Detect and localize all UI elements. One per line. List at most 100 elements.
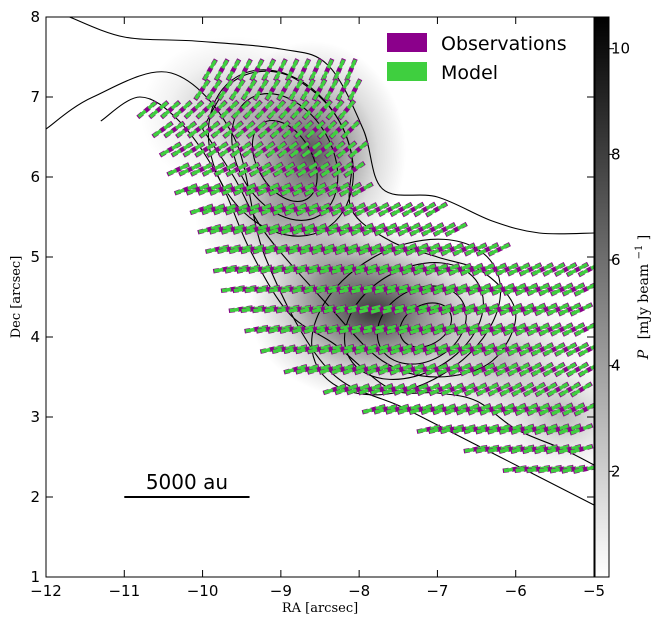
vector-model <box>382 243 407 255</box>
vector-model <box>453 242 477 256</box>
vector-model <box>366 263 391 275</box>
vector-model <box>456 283 481 295</box>
vector-model <box>476 382 500 396</box>
vector-model <box>574 403 594 416</box>
vector-model <box>206 244 231 254</box>
vector-model <box>578 364 594 377</box>
vector-model <box>233 182 258 196</box>
vector-model <box>199 120 221 138</box>
vector-model <box>250 57 265 81</box>
vector-model <box>437 343 461 355</box>
vector-model <box>539 282 563 296</box>
vector-model <box>445 283 469 295</box>
vector-model <box>217 244 243 254</box>
vector-model <box>253 77 270 101</box>
x-tick-label: −8 <box>348 582 370 600</box>
colorbar-tick-label: 8 <box>611 145 621 163</box>
vector-model <box>379 201 402 217</box>
vector-model <box>484 262 508 276</box>
vector-model <box>336 77 351 101</box>
vector-model <box>214 161 238 177</box>
vector-model <box>406 382 430 396</box>
vector-model <box>257 223 282 235</box>
vector-model <box>279 99 299 119</box>
vector-model <box>308 202 332 216</box>
vector-model <box>198 183 223 195</box>
vector-model <box>465 242 489 256</box>
vector-model <box>288 305 313 313</box>
vector-model <box>378 263 403 275</box>
vector-model <box>445 403 469 415</box>
vector-model <box>285 57 300 81</box>
vector-model <box>370 243 395 255</box>
vector-model <box>262 57 277 81</box>
vector-model <box>468 283 493 295</box>
vector-model <box>487 444 513 454</box>
vector-model <box>429 242 454 256</box>
vector-model <box>394 242 418 256</box>
vector-model <box>331 264 356 274</box>
vector-model <box>222 182 246 196</box>
vector-model <box>285 161 308 177</box>
vector-model <box>167 162 191 176</box>
vector-model <box>414 201 437 217</box>
vector-model <box>261 202 285 216</box>
vector-model <box>291 98 310 120</box>
vector-model <box>500 382 524 396</box>
vector-model <box>249 161 273 177</box>
vector-model <box>238 161 261 177</box>
vector-model <box>241 77 258 101</box>
vector-model <box>527 322 551 336</box>
vector-model <box>300 304 325 314</box>
vector-model <box>464 303 489 315</box>
vector-model <box>421 283 446 295</box>
vector-model <box>280 324 305 334</box>
vector-model <box>480 322 504 336</box>
vector-model <box>519 342 543 356</box>
vector-model <box>402 263 426 275</box>
vector-model <box>543 262 567 276</box>
vector-model <box>417 424 442 434</box>
vector-model <box>492 282 516 296</box>
vector-model <box>496 342 520 356</box>
vector-model <box>258 119 280 139</box>
vector-model <box>190 203 215 215</box>
vector-model <box>335 243 360 255</box>
vector-model <box>348 77 363 101</box>
vector-model <box>280 285 305 293</box>
vector-model <box>426 201 449 217</box>
vector-model <box>433 283 458 295</box>
vector-model <box>319 264 344 274</box>
vector-model <box>202 203 227 215</box>
vector-model <box>429 382 454 396</box>
vector-model <box>409 283 434 295</box>
vector-model <box>374 222 399 236</box>
vector-model <box>230 140 253 158</box>
vector-model <box>319 344 344 354</box>
vector-model <box>261 161 285 177</box>
vector-model <box>547 381 571 397</box>
vector-model <box>317 119 338 139</box>
vector-model <box>511 302 536 316</box>
vector-model <box>339 181 363 197</box>
vector-model <box>468 403 493 415</box>
vector-model <box>558 423 583 435</box>
legend-label-observations: Observations <box>441 33 567 55</box>
vector-model <box>311 304 336 314</box>
vector-model <box>531 361 555 377</box>
vector-model <box>535 302 559 316</box>
vector-model <box>332 160 355 178</box>
vector-model <box>304 182 328 196</box>
vector-model <box>176 120 198 138</box>
vector-model <box>523 444 548 454</box>
vector-model <box>210 224 235 234</box>
vector-model <box>297 161 320 177</box>
vector-model <box>273 161 296 177</box>
scalebar: 5000 au <box>124 470 250 498</box>
vector-model <box>441 382 465 396</box>
vector-model <box>574 323 594 336</box>
x-tick-label: −6 <box>505 582 527 600</box>
vector-model <box>161 99 182 119</box>
colorbar-tick-label: 4 <box>611 357 621 375</box>
vector-model <box>476 424 501 434</box>
